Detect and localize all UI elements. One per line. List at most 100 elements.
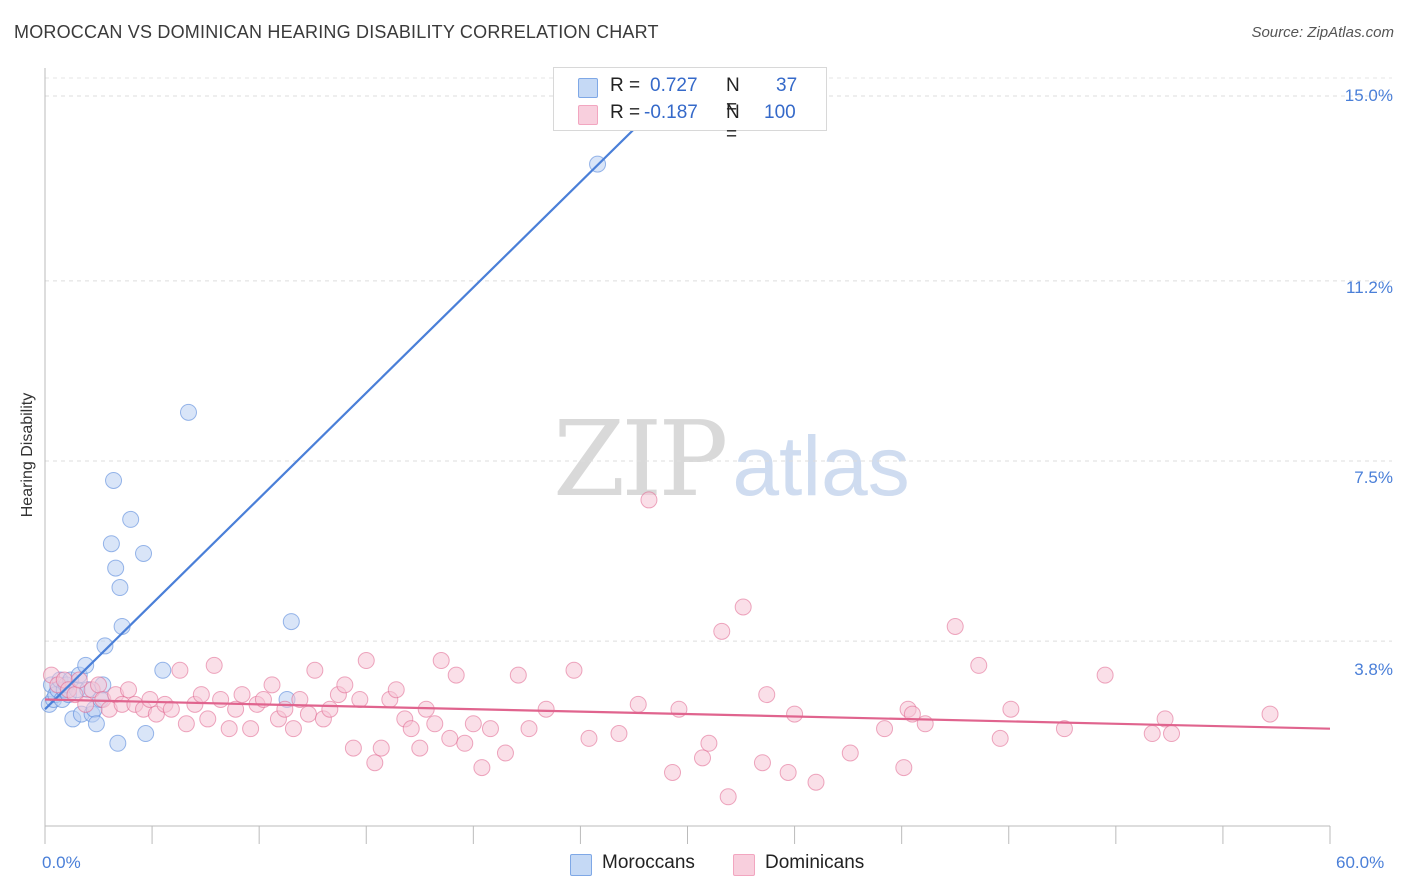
point-dominicans-21 [177,715,195,733]
legend-r-value: -0.187 [644,102,698,123]
point-dominicans-65 [520,720,538,738]
point-moroccans-24 [107,559,125,577]
point-dominicans-67 [565,661,583,679]
point-dominicans-63 [496,744,514,762]
point-dominicans-96 [1143,725,1161,743]
point-dominicans-72 [664,763,682,781]
point-dominicans-86 [895,759,913,777]
point-dominicans-50 [387,681,405,699]
point-dominicans-70 [629,695,647,713]
legend-n-value: 100 [764,102,796,123]
point-dominicans-69 [610,725,628,743]
point-dominicans-80 [758,686,776,704]
point-dominicans-81 [779,763,797,781]
point-dominicans-36 [284,720,302,738]
point-moroccans-32 [154,661,172,679]
point-moroccans-22 [96,637,114,655]
point-moroccans-31 [137,725,155,743]
point-dominicans-93 [1002,700,1020,718]
point-dominicans-95 [1096,666,1114,684]
y-tick-label-3-8: 3.8% [1354,660,1393,679]
point-dominicans-71 [640,491,658,509]
x-tick-label-max: 60.0% [1336,853,1385,872]
legend-r-label: R = [610,75,641,96]
point-dominicans-39 [306,661,324,679]
point-dominicans-37 [291,690,309,708]
point-dominicans-68 [580,729,598,747]
point-dominicans-6 [77,695,95,713]
y-tick-label-7-5: 7.5% [1354,468,1393,487]
point-moroccans-25 [102,535,120,553]
point-dominicans-75 [700,734,718,752]
point-moroccans-23 [105,471,123,489]
point-dominicans-45 [351,690,369,708]
point-dominicans-35 [276,700,294,718]
point-dominicans-92 [991,729,1009,747]
point-dominicans-20 [171,661,189,679]
y-axis-label: Hearing Disability [19,392,36,518]
point-dominicans-85 [876,720,894,738]
point-dominicans-16 [141,690,159,708]
point-dominicans-41 [321,700,339,718]
point-dominicans-64 [509,666,527,684]
point-dominicans-76 [713,622,731,640]
point-dominicans-55 [426,715,444,733]
y-tick-label-15-0: 15.0% [1344,86,1393,105]
point-moroccans-15 [77,656,95,674]
legend-n-label: N = [726,75,740,118]
point-dominicans-13 [120,681,138,699]
bottom-legend-swatch-dominicans [733,854,755,876]
point-moroccans-19 [87,715,105,733]
point-dominicans-44 [344,739,362,757]
y-tick-label-11-2: 11.2% [1346,278,1393,297]
point-dominicans-91 [970,656,988,674]
point-dominicans-24 [199,710,217,728]
point-dominicans-8 [90,676,108,694]
point-dominicans-59 [456,734,474,752]
point-dominicans-58 [447,666,465,684]
point-dominicans-74 [693,749,711,767]
legend-r-value: 0.727 [650,75,698,96]
point-dominicans-66 [537,700,555,718]
point-dominicans-61 [473,759,491,777]
point-dominicans-26 [212,690,230,708]
point-dominicans-84 [841,744,859,762]
point-dominicans-83 [807,773,825,791]
point-dominicans-77 [719,788,737,806]
correlation-legend: R = 0.727 N = 37 R = -0.187 N = 100 [553,67,827,145]
point-dominicans-19 [162,700,180,718]
point-dominicans-43 [336,676,354,694]
point-moroccans-26 [109,734,127,752]
point-dominicans-94 [1055,720,1073,738]
point-dominicans-98 [1163,725,1181,743]
legend-r-label: R = [610,102,641,123]
point-dominicans-62 [481,720,499,738]
point-dominicans-57 [441,729,459,747]
point-dominicans-46 [357,652,375,670]
point-dominicans-47 [366,754,384,772]
bottom-legend-swatch-moroccans [570,854,592,876]
point-dominicans-33 [263,676,281,694]
point-dominicans-82 [786,705,804,723]
point-dominicans-89 [916,715,934,733]
point-dominicans-30 [242,720,260,738]
point-dominicans-29 [233,686,251,704]
legend-n-label: N = [726,102,740,145]
point-dominicans-5 [70,671,88,689]
source-credit: Source: ZipAtlas.com [1251,24,1394,41]
point-dominicans-52 [402,720,420,738]
trendline-moroccans [44,107,657,710]
point-dominicans-97 [1156,710,1174,728]
point-moroccans-30 [135,544,153,562]
point-dominicans-90 [946,617,964,635]
point-dominicans-99 [1261,705,1279,723]
point-moroccans-27 [111,579,129,597]
point-dominicans-53 [411,739,429,757]
point-dominicans-78 [734,598,752,616]
point-dominicans-38 [299,705,317,723]
point-moroccans-33 [179,403,197,421]
point-moroccans-29 [122,510,140,528]
legend-n-value: 37 [776,75,798,96]
point-dominicans-23 [192,686,210,704]
